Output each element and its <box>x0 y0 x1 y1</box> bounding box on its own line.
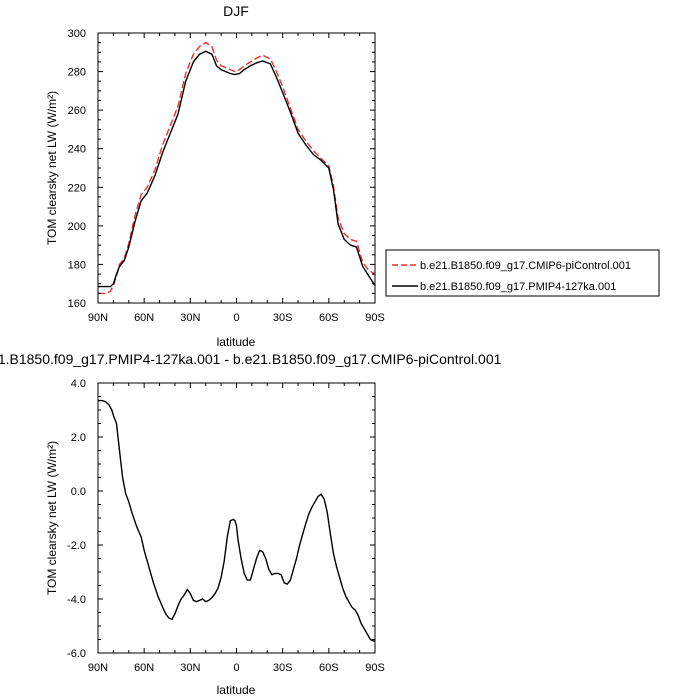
chart-1-ytick-label: -6.0 <box>67 648 86 660</box>
chart-1-ytick-label: 2.0 <box>71 432 86 444</box>
chart-0-xtick-label: 60N <box>134 312 154 324</box>
bottom-chart-xlabel: latitude <box>217 683 256 697</box>
chart-0-xtick-label: 30S <box>273 312 293 324</box>
chart-1-xtick-label: 90N <box>88 662 108 674</box>
chart-1-ytick-label: 0.0 <box>71 486 86 498</box>
top-chart-title: DJF <box>223 3 249 19</box>
chart-0-ytick-label: 240 <box>68 144 86 156</box>
chart-1-xtick-label: 60N <box>134 662 154 674</box>
chart-0-ytick-label: 180 <box>68 259 86 271</box>
top-chart-legend: b.e21.B1850.f09_g17.CMIP6-piControl.001 … <box>385 249 660 297</box>
top-chart-ylabel: TOM clearsky net LW (W/m²) <box>45 91 59 245</box>
chart-1-xtick-label: 30S <box>273 662 293 674</box>
chart-1-xtick-label: 30N <box>180 662 200 674</box>
chart-1-ytick-label: -4.0 <box>67 594 86 606</box>
chart-0-ytick-label: 200 <box>68 221 86 233</box>
chart-0-plot: 90N 60N 30N 0 30S 60S 90S 160 180 200 220 240 260 280… <box>68 28 385 324</box>
chart-0-series-1-line <box>98 50 375 288</box>
chart-1-xtick-label: 60S <box>319 662 339 674</box>
top-chart-xlabel: latitude <box>217 335 256 349</box>
chart-1-series-0-line <box>98 399 375 642</box>
legend-label-127ka: b.e21.B1850.f09_g17.PMIP4-127ka.001 <box>420 281 616 293</box>
chart-0-ytick-label: 260 <box>68 105 86 117</box>
chart-0-ytick-label: 160 <box>68 298 86 310</box>
chart-1-plot: 90N 60N 30N 0 30S 60S 90S -6.0 -4.0 -2.0 0.0 2.0 4.0 <box>67 378 385 674</box>
chart-0-xtick-label: 60S <box>319 312 339 324</box>
chart-1-xtick-label: 0 <box>233 662 239 674</box>
chart-0-xtick-label: 90S <box>365 312 385 324</box>
chart-0-ytick-label: 220 <box>68 182 86 194</box>
chart-0-xtick-label: 0 <box>233 312 239 324</box>
chart-1-frame <box>97 382 376 654</box>
chart-0-xtick-label: 90N <box>88 312 108 324</box>
chart-1-ytick-label: 4.0 <box>71 378 86 390</box>
legend-label-piControl: b.e21.B1850.f09_g17.CMIP6-piControl.001 <box>420 260 631 272</box>
chart-0-series-0-line <box>98 41 375 295</box>
bottom-chart-ylabel: TOM clearsky net LW (W/m²) <box>45 441 59 595</box>
bottom-chart-title: b.e21.B1850.f09_g17.PMIP4-127ka.001 - b.… <box>0 351 502 367</box>
chart-1-ytick-label: -2.0 <box>67 540 86 552</box>
legend-box <box>385 249 660 297</box>
chart-0-ytick-label: 280 <box>68 67 86 79</box>
chart-1-xtick-label: 90S <box>365 662 385 674</box>
chart-0-xtick-label: 30N <box>180 312 200 324</box>
chart-0-ytick-label: 300 <box>68 28 86 40</box>
